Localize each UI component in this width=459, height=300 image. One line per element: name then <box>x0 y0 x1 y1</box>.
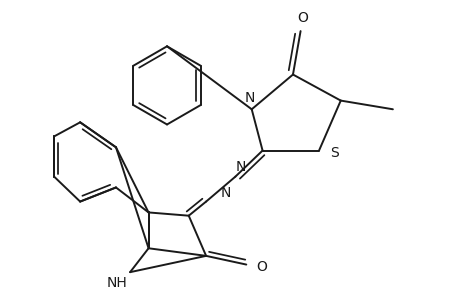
Text: N: N <box>235 160 246 174</box>
Text: O: O <box>256 260 266 274</box>
Text: NH: NH <box>106 276 127 290</box>
Text: O: O <box>297 11 308 25</box>
Text: S: S <box>329 146 338 160</box>
Text: N: N <box>244 92 254 105</box>
Text: N: N <box>220 186 230 200</box>
